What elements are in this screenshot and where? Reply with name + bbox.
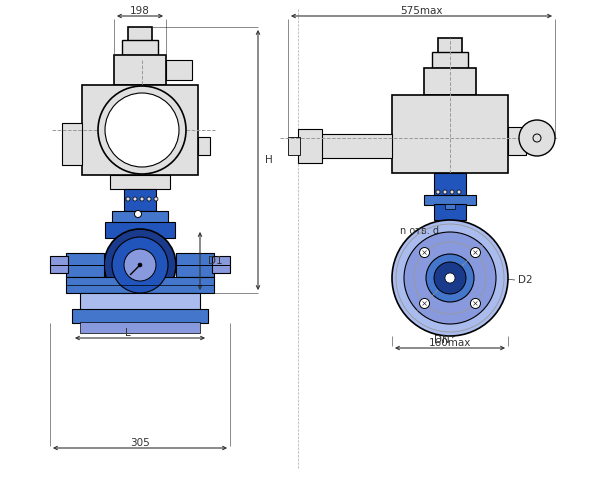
Circle shape xyxy=(457,190,461,194)
Circle shape xyxy=(154,197,158,201)
Circle shape xyxy=(471,298,480,309)
Circle shape xyxy=(450,190,454,194)
Bar xyxy=(508,127,526,155)
Bar xyxy=(110,175,170,189)
Bar xyxy=(438,38,462,53)
Bar xyxy=(80,322,200,333)
Bar xyxy=(288,137,300,155)
Text: 198: 198 xyxy=(130,6,150,16)
Circle shape xyxy=(138,263,142,267)
Bar xyxy=(105,222,175,238)
Bar xyxy=(392,95,508,173)
Text: D2: D2 xyxy=(518,275,532,285)
Bar xyxy=(124,189,156,211)
Bar xyxy=(432,52,468,68)
Bar xyxy=(72,309,208,323)
Bar xyxy=(320,134,392,158)
Bar xyxy=(82,85,198,175)
Text: 575max: 575max xyxy=(400,6,442,16)
Circle shape xyxy=(404,232,496,324)
Circle shape xyxy=(105,93,179,167)
Bar xyxy=(198,137,210,155)
Bar xyxy=(80,293,200,310)
Bar xyxy=(434,173,466,197)
Text: D1: D1 xyxy=(208,256,223,266)
Circle shape xyxy=(104,229,176,301)
Circle shape xyxy=(445,273,455,283)
Text: H: H xyxy=(265,155,273,165)
Bar xyxy=(50,256,68,273)
Text: L: L xyxy=(125,328,131,338)
Bar xyxy=(166,60,192,80)
Circle shape xyxy=(436,190,440,194)
Bar xyxy=(112,211,168,223)
Circle shape xyxy=(135,211,141,217)
Bar xyxy=(114,55,166,85)
Bar xyxy=(298,129,322,163)
Circle shape xyxy=(140,197,144,201)
Circle shape xyxy=(147,197,151,201)
Bar xyxy=(424,195,476,205)
Text: n отв. d: n отв. d xyxy=(400,226,439,236)
Text: 160max: 160max xyxy=(429,338,471,348)
Bar xyxy=(424,68,476,95)
Bar xyxy=(445,204,455,209)
Text: DN: DN xyxy=(434,335,450,345)
Circle shape xyxy=(112,237,168,293)
Bar xyxy=(176,253,214,277)
Circle shape xyxy=(124,249,156,281)
Circle shape xyxy=(443,190,447,194)
Circle shape xyxy=(126,197,130,201)
Circle shape xyxy=(434,262,466,294)
Bar xyxy=(62,123,82,165)
Circle shape xyxy=(420,298,430,309)
Bar xyxy=(212,256,230,273)
Circle shape xyxy=(471,248,480,257)
Bar xyxy=(66,277,214,293)
Circle shape xyxy=(420,248,430,257)
Circle shape xyxy=(533,134,541,142)
Circle shape xyxy=(519,120,555,156)
Circle shape xyxy=(392,220,508,336)
Bar xyxy=(122,40,158,55)
Circle shape xyxy=(98,86,186,174)
Circle shape xyxy=(426,254,474,302)
Text: 305: 305 xyxy=(130,438,150,448)
Bar xyxy=(66,253,104,277)
Circle shape xyxy=(133,197,137,201)
Bar xyxy=(128,27,152,41)
Bar xyxy=(434,204,466,220)
